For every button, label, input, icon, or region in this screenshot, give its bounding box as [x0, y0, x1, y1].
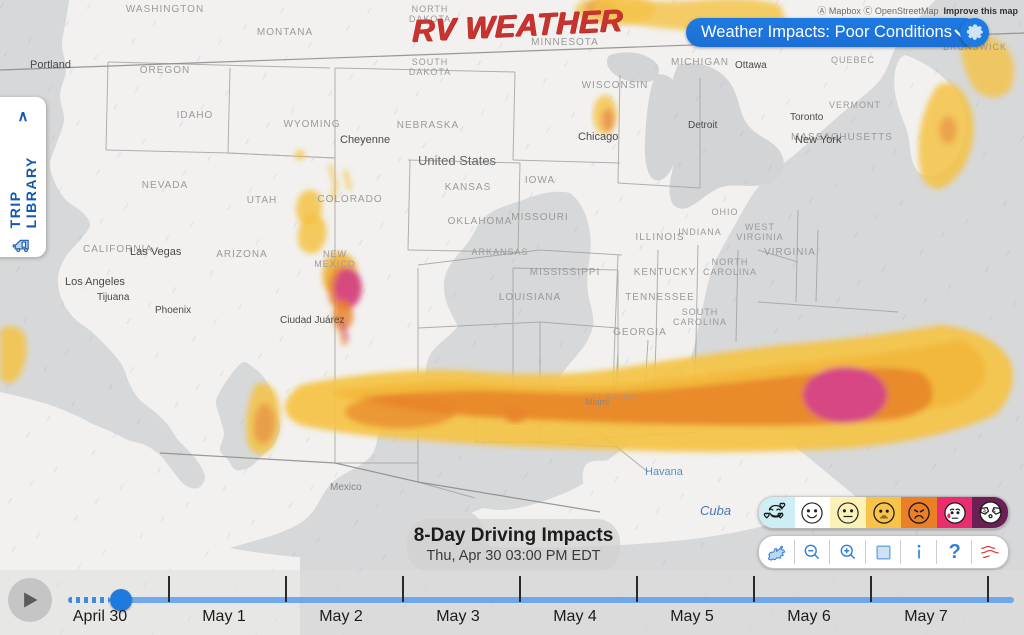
svg-text:NEBRASKA: NEBRASKA [397, 120, 459, 131]
svg-text:Las Vegas: Las Vegas [130, 246, 182, 258]
svg-text:KANSAS: KANSAS [445, 182, 492, 193]
svg-text:WEST: WEST [745, 222, 775, 232]
svg-text:COLORADO: COLORADO [317, 194, 382, 205]
svg-text:ARIZONA: ARIZONA [216, 249, 267, 260]
svg-text:Los Angeles: Los Angeles [65, 276, 125, 288]
svg-text:NEVADA: NEVADA [142, 180, 188, 191]
svg-text:MICHIGAN: MICHIGAN [671, 57, 729, 68]
svg-text:VIRGINIA: VIRGINIA [764, 247, 816, 258]
svg-text:IOWA: IOWA [525, 175, 555, 186]
svg-text:DAKOTA: DAKOTA [409, 67, 451, 77]
svg-text:UTAH: UTAH [247, 195, 277, 206]
svg-text:Miami: Miami [585, 397, 609, 407]
svg-text:Chicago: Chicago [578, 131, 618, 143]
svg-text:GEORGIA: GEORGIA [613, 327, 667, 338]
svg-text:OREGON: OREGON [140, 65, 190, 76]
svg-text:LOUISIANA: LOUISIANA [499, 292, 561, 303]
svg-text:Toronto: Toronto [790, 112, 824, 123]
svg-text:KENTUCKY: KENTUCKY [634, 267, 696, 278]
svg-text:Havana: Havana [645, 466, 684, 478]
svg-text:United States: United States [418, 153, 497, 168]
svg-text:VIRGINIA: VIRGINIA [736, 232, 784, 242]
svg-text:ARKANSAS: ARKANSAS [471, 247, 528, 257]
svg-text:Cuba: Cuba [700, 503, 731, 518]
svg-text:VERMONT: VERMONT [829, 100, 881, 110]
svg-text:TENNESSEE: TENNESSEE [625, 292, 695, 303]
svg-text:WISCONSIN: WISCONSIN [582, 80, 649, 91]
svg-text:QUEBEC: QUEBEC [831, 55, 875, 65]
svg-text:IDAHO: IDAHO [177, 110, 214, 121]
svg-text:Detroit: Detroit [688, 120, 718, 131]
svg-text:Ciudad Juárez: Ciudad Juárez [280, 315, 344, 326]
svg-text:WASHINGTON: WASHINGTON [126, 4, 204, 15]
svg-text:Cheyenne: Cheyenne [340, 134, 390, 146]
svg-text:Tijuana: Tijuana [97, 292, 130, 303]
svg-text:CAROLINA: CAROLINA [703, 267, 757, 277]
svg-text:NEW: NEW [323, 249, 347, 259]
svg-text:Ottawa: Ottawa [735, 60, 767, 71]
svg-text:SOUTH: SOUTH [682, 307, 719, 317]
svg-text:MISSISSIPPI: MISSISSIPPI [530, 267, 600, 278]
svg-text:New York: New York [795, 134, 842, 146]
svg-text:WYOMING: WYOMING [284, 119, 341, 130]
svg-text:ILLINOIS: ILLINOIS [635, 232, 684, 243]
svg-text:Portland: Portland [30, 59, 71, 71]
svg-text:OKLAHOMA: OKLAHOMA [448, 216, 513, 227]
svg-text:MONTANA: MONTANA [257, 27, 313, 38]
svg-text:Mexico: Mexico [330, 482, 362, 493]
svg-text:SOUTH: SOUTH [412, 57, 449, 67]
svg-text:CAROLINA: CAROLINA [673, 317, 727, 327]
svg-text:MEXICO: MEXICO [314, 259, 356, 269]
svg-text:NORTH: NORTH [712, 257, 749, 267]
svg-text:Phoenix: Phoenix [155, 305, 191, 316]
svg-text:INDIANA: INDIANA [678, 227, 722, 237]
svg-text:MISSOURI: MISSOURI [511, 212, 568, 223]
svg-text:OHIO: OHIO [711, 207, 738, 217]
